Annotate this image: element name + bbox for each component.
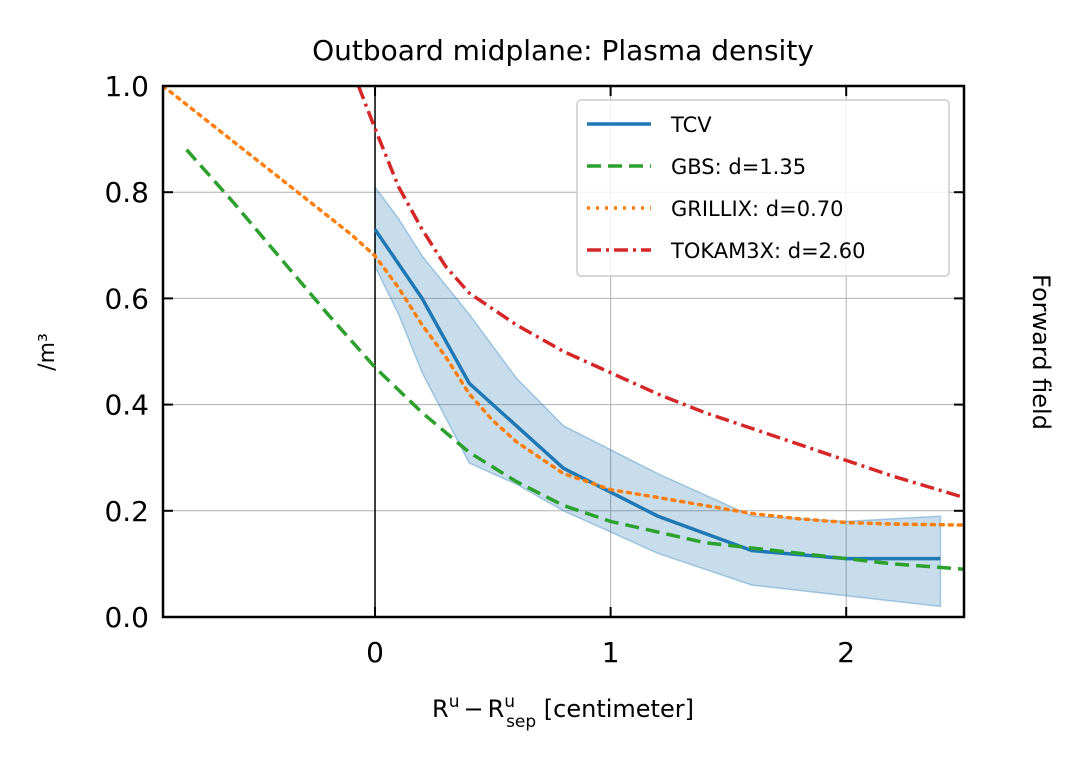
x-label-minus: −	[463, 695, 483, 723]
series-line-tokam3x-d-2-60	[356, 86, 964, 500]
series-line-gbs-d-1-35	[185, 148, 964, 571]
legend: TCV GBS: d=1.35 GRILLIX: d=0.70 TOKAM3X: d=…	[576, 99, 950, 277]
chart-title: Outboard midplane: Plasma density	[312, 34, 814, 67]
y-tick-label: 0.2	[104, 495, 149, 528]
x-label-sup2: u	[504, 692, 515, 712]
axis-ticks: 0 1 2 0.0 0.2 0.4 0.6 0.8 1.0	[104, 70, 964, 669]
y-tick-label: 0.0	[104, 601, 149, 634]
x-axis-label: Ru − Ru sep [centimeter]	[432, 692, 694, 732]
series-line-tcv	[373, 228, 941, 561]
y-axis-label: /m³	[35, 333, 60, 371]
legend-label: GRILLIX: d=0.70	[671, 197, 843, 221]
x-label-base2: R	[488, 695, 505, 723]
legend-box	[576, 99, 950, 277]
y-tick-label: 1.0	[104, 70, 149, 103]
x-tick-label: 2	[837, 636, 855, 669]
x-label-base: R	[432, 695, 449, 723]
y-tick-label: 0.8	[104, 176, 149, 209]
right-axis-label: Forward field	[1027, 274, 1055, 430]
legend-label: TOKAM3X: d=2.60	[670, 239, 865, 263]
x-label-sub2: sep	[506, 712, 536, 732]
series-line-grillix-d-0-70	[163, 86, 964, 527]
legend-label: TCV	[670, 113, 712, 137]
x-label-unit: [centimeter]	[536, 695, 694, 723]
x-tick-label: 0	[366, 636, 384, 669]
x-label-sup1: u	[449, 692, 460, 712]
y-tick-label: 0.4	[104, 389, 149, 422]
y-tick-label: 0.6	[104, 282, 149, 315]
plot-frame	[161, 84, 966, 619]
legend-label: GBS: d=1.35	[671, 155, 806, 179]
x-tick-label: 1	[602, 636, 620, 669]
series-layer	[163, 86, 964, 571]
